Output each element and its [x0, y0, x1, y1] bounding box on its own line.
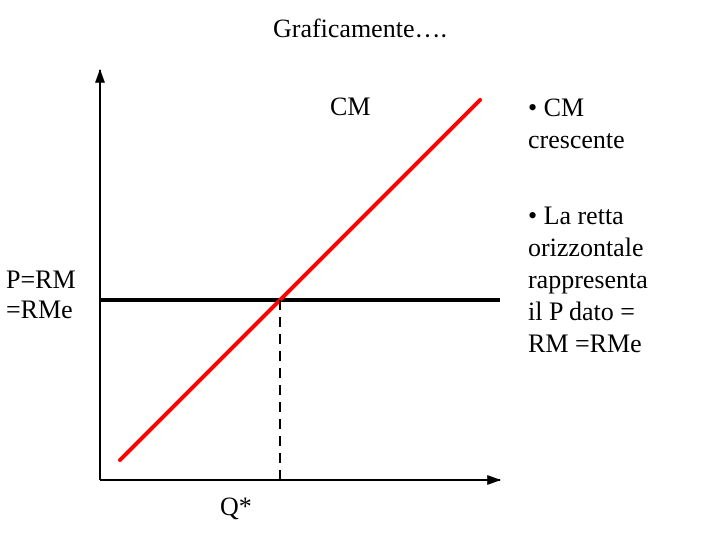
page: Graficamente…. CM P=RM =RMe Q* • CM cres…	[0, 0, 720, 540]
bullet-la-retta: • La retta orizzontale rappresenta il P …	[528, 200, 648, 360]
cm-label: CM	[330, 92, 370, 122]
bullet-line: • La retta	[528, 200, 648, 232]
bullet-line: crescente	[528, 124, 625, 156]
qstar-label: Q*	[220, 492, 252, 522]
y-axis-arrow	[95, 69, 105, 83]
bullet-line: RM =RMe	[528, 328, 648, 360]
y-axis-label-line2: =RMe	[6, 295, 76, 325]
bullet-cm-crescente: • CM crescente	[528, 92, 625, 156]
bullet-line: orizzontale	[528, 232, 648, 264]
bullet-line: il P dato =	[528, 296, 648, 328]
y-axis-label: P=RM =RMe	[6, 265, 76, 325]
bullet-line: • CM	[528, 92, 625, 124]
y-axis-label-line1: P=RM	[6, 265, 76, 295]
bullet-line: rappresenta	[528, 264, 648, 296]
x-axis-arrow	[487, 475, 501, 485]
cm-line	[120, 100, 480, 460]
